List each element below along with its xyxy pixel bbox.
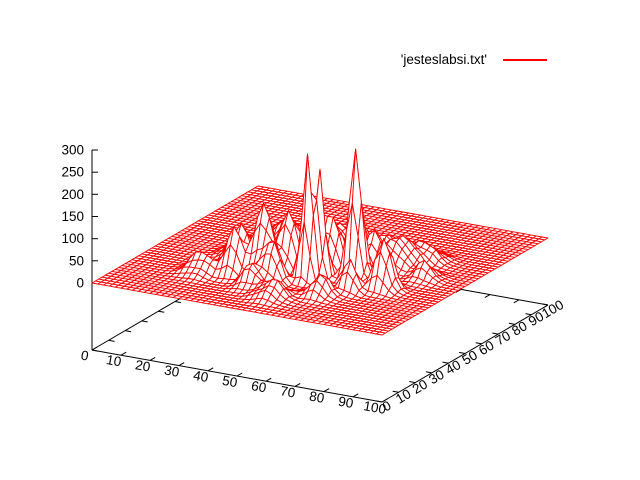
svg-text:60: 60 [250,378,267,395]
svg-text:80: 80 [308,388,325,405]
svg-text:200: 200 [61,187,84,202]
surface-mesh [91,148,549,336]
svg-text:300: 300 [61,143,84,158]
svg-text:10: 10 [105,352,122,369]
svg-text:90: 90 [526,309,547,330]
legend: 'jesteslabsi.txt' [401,52,547,67]
svg-text:70: 70 [279,383,296,400]
svg-text:0: 0 [76,276,84,291]
svg-text:0: 0 [80,348,90,364]
svg-text:60: 60 [476,338,497,359]
svg-text:70: 70 [493,328,514,349]
svg-text:10: 10 [393,386,414,407]
svg-text:30: 30 [163,362,180,379]
svg-text:80: 80 [509,318,530,339]
svg-text:30: 30 [426,367,447,388]
svg-text:100: 100 [362,398,387,417]
svg-text:40: 40 [192,368,209,385]
svg-text:20: 20 [410,376,431,397]
svg-text:150: 150 [61,209,84,224]
svg-text:100: 100 [61,231,84,246]
svg-text:50: 50 [69,253,84,268]
svg-text:50: 50 [459,347,480,368]
svg-text:20: 20 [134,357,151,374]
legend-line-sample [503,58,547,61]
svg-text:40: 40 [443,357,464,378]
legend-label: 'jesteslabsi.txt' [400,52,487,67]
svg-text:90: 90 [337,394,354,411]
svg-text:250: 250 [61,165,84,180]
svg-text:50: 50 [221,373,238,390]
